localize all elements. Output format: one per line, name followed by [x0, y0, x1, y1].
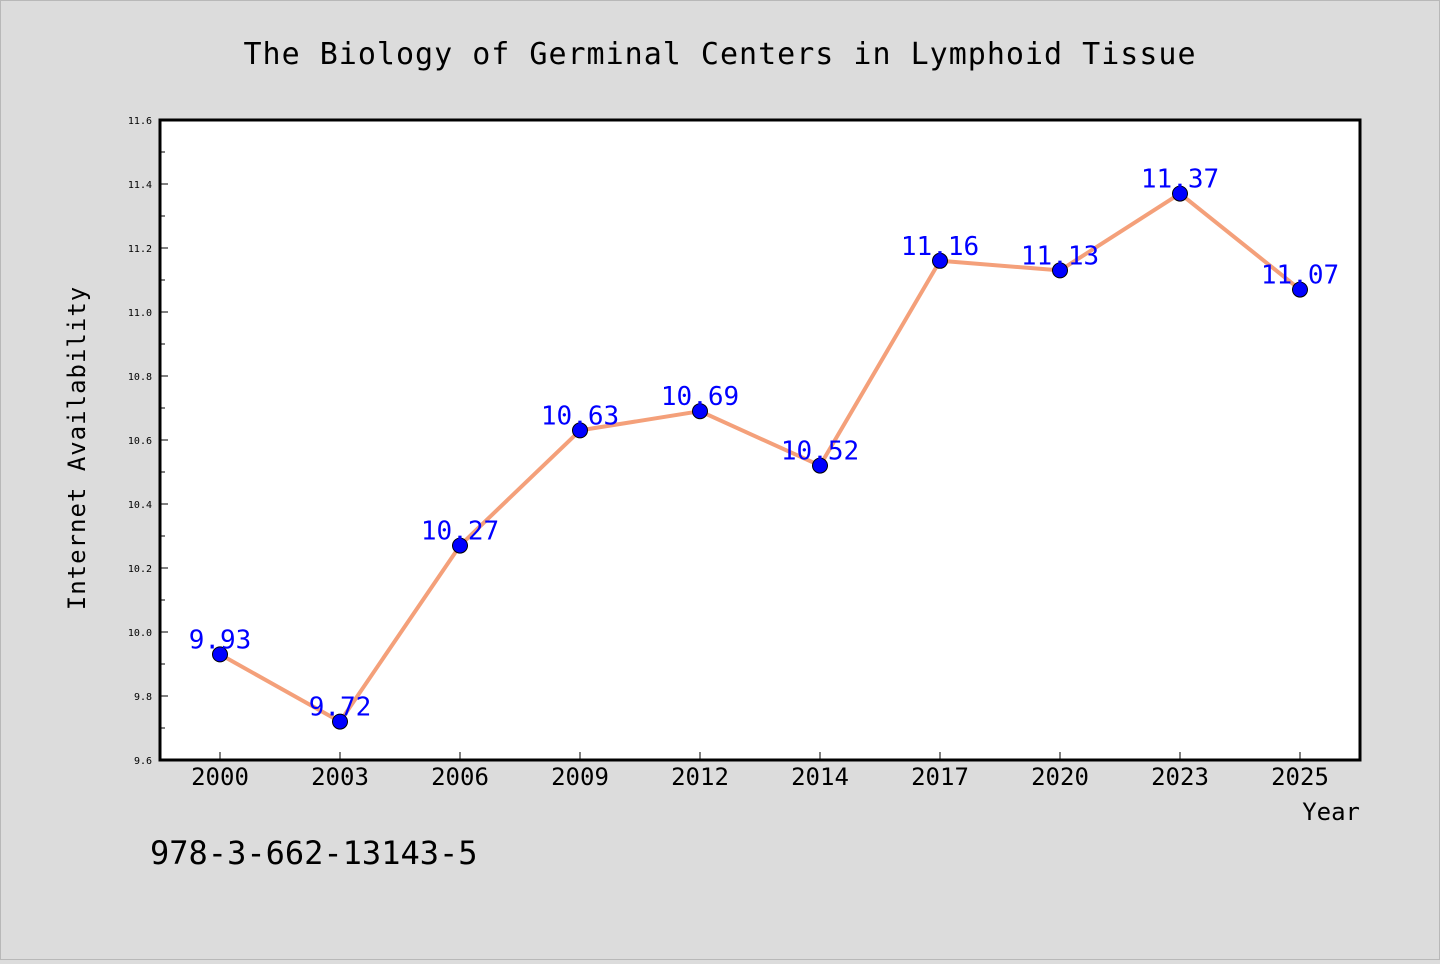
data-label: 10.69 [661, 382, 739, 412]
data-label: 10.63 [541, 401, 619, 431]
y-tick-label: 11.2 [128, 244, 152, 255]
x-tick-label: 2012 [671, 763, 729, 791]
x-axis: 2000 2003 2006 2009 2012 2014 2017 2020 2023 2025 [191, 752, 1329, 791]
data-labels-group: 9.93 9.72 10.27 10.63 10.69 10.52 11.16 11.13 11… [189, 165, 1339, 723]
y-tick-label: 10.2 [128, 564, 152, 575]
y-tick-label: 10.6 [128, 436, 152, 447]
y-tick-label: 9.6 [134, 756, 152, 767]
x-tick-label: 2009 [551, 763, 609, 791]
x-tick-label: 2006 [431, 763, 489, 791]
data-point [332, 713, 348, 730]
data-label: 9.72 [309, 693, 372, 723]
x-tick-label: 2003 [311, 763, 369, 791]
series-line-group [219, 191, 1302, 724]
footer-isbn: 978-3-662-13143-5 [150, 834, 478, 872]
series-line [219, 191, 1302, 724]
data-label: 11.07 [1261, 261, 1339, 291]
data-point [452, 537, 468, 554]
y-tick-label: 11.0 [128, 308, 152, 319]
data-point [812, 457, 828, 474]
x-axis-label: Year [1302, 798, 1360, 826]
y-tick-label: 10.4 [128, 500, 152, 511]
data-label: 11.37 [1141, 165, 1219, 195]
data-point [692, 403, 708, 420]
y-tick-label: 11.4 [128, 180, 152, 191]
y-axis: 9.6 9.8 10.0 10.2 10.4 10.6 10.8 11.0 11.2 11.4 11… [128, 116, 168, 767]
chart-title: The Biology of Germinal Centers in Lymph… [243, 37, 1196, 72]
data-point [1172, 185, 1188, 202]
data-point [572, 422, 588, 439]
data-point [212, 646, 228, 663]
data-label: 11.16 [901, 232, 979, 262]
data-label: 10.52 [781, 437, 859, 467]
y-axis-label: Internet Availability [63, 286, 91, 610]
data-label: 10.27 [421, 517, 499, 547]
data-point [1052, 262, 1068, 279]
x-tick-label: 2000 [191, 763, 249, 791]
x-tick-label: 2020 [1031, 763, 1089, 791]
y-tick-label: 10.0 [128, 628, 152, 639]
x-tick-label: 2023 [1151, 763, 1209, 791]
y-tick-label: 10.8 [128, 372, 152, 383]
y-tick-label: 11.6 [128, 116, 152, 127]
data-label: 11.13 [1021, 241, 1099, 271]
y-tick-label: 9.8 [134, 692, 152, 703]
x-tick-label: 2025 [1271, 763, 1329, 791]
data-point [1292, 281, 1308, 298]
x-tick-label: 2014 [791, 763, 849, 791]
x-tick-label: 2017 [911, 763, 969, 791]
series-markers-group [212, 185, 1308, 730]
data-point [932, 252, 948, 269]
data-label: 9.93 [189, 625, 252, 655]
